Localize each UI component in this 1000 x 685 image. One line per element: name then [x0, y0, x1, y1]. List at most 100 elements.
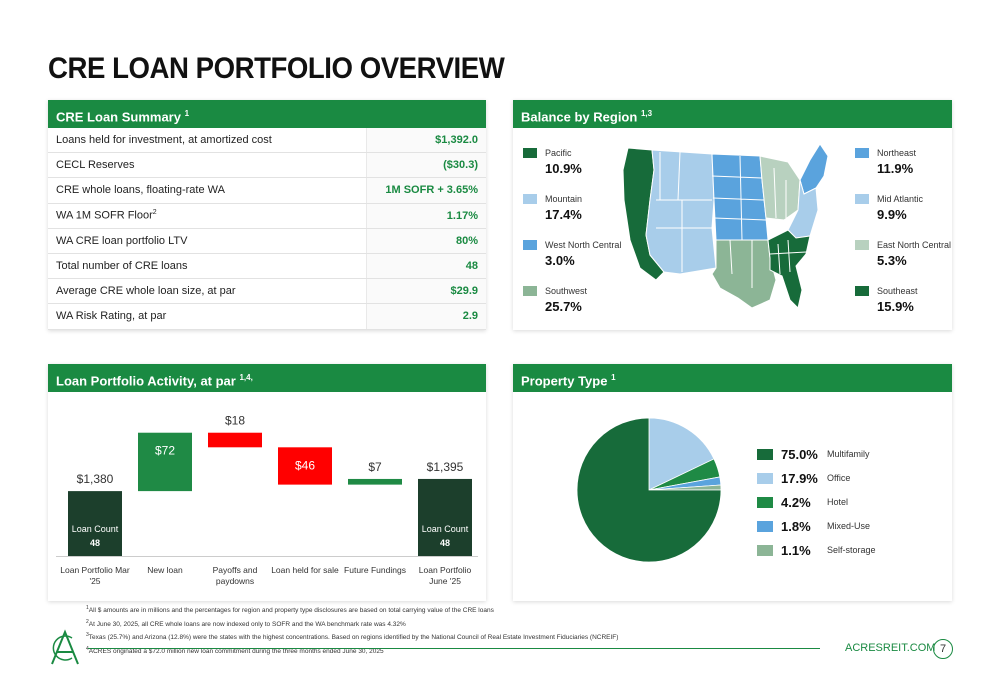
property-sup: 1: [611, 373, 616, 382]
region-pct: 25.7%: [545, 299, 582, 314]
summary-row: CRE whole loans, floating-rate WA 1M SOFR…: [48, 178, 486, 204]
property-name: Mixed-Use: [827, 521, 871, 531]
map-east-north-central: [759, 155, 801, 221]
region-pct: 9.9%: [877, 207, 907, 222]
region-pct: 11.9%: [877, 161, 914, 176]
region-name: Southwest: [545, 286, 588, 296]
region-legend-item: Southeast 15.9%: [855, 286, 965, 314]
property-swatch: [757, 544, 773, 556]
summary-row-value: $1,392.0: [366, 128, 486, 153]
region-swatch: [855, 194, 869, 204]
loan-portfolio-activity-panel: Loan Portfolio Activity, at par 1,4, $1,…: [48, 364, 486, 601]
region-swatch: [523, 194, 537, 204]
summary-title: CRE Loan Summary: [56, 109, 181, 125]
map-southwest: [711, 239, 777, 309]
waterfall-category-label: Payoffs and paydowns: [213, 565, 258, 586]
region-swatch: [523, 286, 537, 296]
summary-row-value: 48: [366, 253, 486, 279]
summary-row: Total number of CRE loans 48: [48, 253, 486, 280]
waterfall-value-label: $46: [295, 458, 315, 472]
summary-row-label: Total number of CRE loans: [56, 260, 188, 273]
activity-title: Loan Portfolio Activity, at par: [56, 373, 236, 389]
region-name: West North Central: [545, 240, 622, 250]
loan-count-label: Loan Count: [72, 524, 119, 534]
acres-logo: [48, 628, 82, 673]
footer-line: [88, 648, 820, 649]
pie-slice: [648, 417, 715, 491]
property-name: Hotel: [827, 497, 849, 507]
property-pct: 1.8%: [781, 518, 811, 534]
activity-sup: 1,4,: [239, 373, 253, 382]
region-title: Balance by Region: [521, 109, 638, 125]
property-title: Property Type: [521, 373, 608, 389]
region-name: East North Central: [877, 240, 952, 250]
region-name: Northeast: [877, 148, 917, 158]
page-title: CRE LOAN PORTFOLIO OVERVIEW: [48, 52, 505, 85]
summary-row-sup: 2: [152, 209, 157, 217]
region-sup: 1,3: [640, 109, 653, 118]
waterfall-value-label: $18: [225, 414, 245, 428]
region-legend-item: Northeast 11.9%: [855, 148, 965, 176]
property-legend-item: 17.9% Office: [757, 466, 876, 490]
property-swatch: [757, 472, 773, 484]
waterfall-category-label: Loan held for sale: [271, 565, 339, 575]
summary-row: CECL Reserves ($30.3): [48, 153, 486, 179]
region-legend-item: West North Central 3.0%: [523, 240, 633, 268]
summary-row-label-text: WA 1M SOFR Floor: [56, 209, 153, 222]
property-name: Multifamily: [827, 449, 870, 459]
loan-count-label: Loan Count: [422, 524, 469, 534]
region-swatch: [855, 286, 869, 296]
property-legend-item: 4.2% Hotel: [757, 490, 876, 514]
waterfall-bar: [138, 432, 192, 492]
footnote-sup: 4: [86, 646, 89, 652]
region-pct: 17.4%: [545, 207, 582, 222]
us-region-map: [622, 143, 829, 309]
region-pct: 5.3%: [877, 253, 907, 268]
summary-row: WA 1M SOFR Floor2 1.17%: [48, 203, 486, 229]
region-legend-item: Mid Atlantic 9.9%: [855, 194, 965, 222]
region-name: Pacific: [545, 148, 572, 158]
region-pct: 15.9%: [877, 299, 914, 314]
summary-row: WA CRE loan portfolio LTV 80%: [48, 228, 486, 254]
region-swatch: [855, 240, 869, 250]
footnote-text: ACRES originated a $72.0 million new loa…: [88, 648, 384, 656]
summary-row-label: CRE whole loans, floating-rate WA: [56, 184, 225, 197]
property-legend-item: 1.8% Mixed-Use: [757, 514, 876, 538]
region-legend-item: Pacific 10.9%: [523, 148, 633, 176]
summary-row: WA Risk Rating, at par 2.9: [48, 304, 486, 330]
map-southeast: [767, 229, 811, 309]
property-pie-chart: [576, 417, 722, 563]
property-swatch: [757, 448, 773, 460]
waterfall-value-label: $7: [368, 460, 382, 474]
property-swatch: [757, 520, 773, 532]
footnote: 4ACRES originated a $72.0 million new lo…: [86, 644, 618, 658]
region-pct: 10.9%: [545, 161, 582, 176]
balance-by-region-panel: Balance by Region 1,3 Pacific 10.9% Mounta…: [513, 100, 952, 330]
property-header: Property Type 1: [513, 364, 952, 392]
property-swatch: [757, 496, 773, 508]
cre-loan-summary-panel: CRE Loan Summary 1 Loans held for invest…: [48, 100, 486, 330]
activity-header: Loan Portfolio Activity, at par 1,4,: [48, 364, 486, 392]
region-name: Mountain: [545, 194, 583, 204]
summary-row-label: WA CRE loan portfolio LTV: [56, 234, 188, 247]
footnotes: 1All $ amounts are in millions and the p…: [86, 603, 618, 658]
footnote-text: At June 30, 2025, all CRE whole loans ar…: [88, 620, 406, 628]
loan-count-value: 48: [440, 538, 450, 548]
waterfall-value-label: $1,395: [427, 460, 464, 474]
waterfall-value-label: $1,380: [77, 472, 114, 486]
property-pct: 75.0%: [781, 446, 818, 462]
property-pct: 4.2%: [781, 494, 811, 510]
waterfall-bar: [208, 432, 262, 448]
region-swatch: [855, 148, 869, 158]
property-type-panel: Property Type 1 75.0% Multifamily 17.9% Off…: [513, 364, 952, 601]
waterfall-category-label: New loan: [147, 565, 183, 575]
site-link[interactable]: ACRESREIT.COM: [845, 642, 936, 654]
map-northeast: [799, 143, 829, 195]
footnote: 1All $ amounts are in millions and the p…: [86, 603, 618, 617]
region-name: Mid Atlantic: [877, 194, 924, 204]
waterfall-bar: [68, 491, 122, 556]
waterfall-bar: [418, 478, 472, 556]
waterfall-bar: [278, 447, 332, 485]
region-swatch: [523, 240, 537, 250]
waterfall-chart: $1,380 Loan Count 48 Loan Portfolio Mar '25 $…: [56, 414, 478, 586]
